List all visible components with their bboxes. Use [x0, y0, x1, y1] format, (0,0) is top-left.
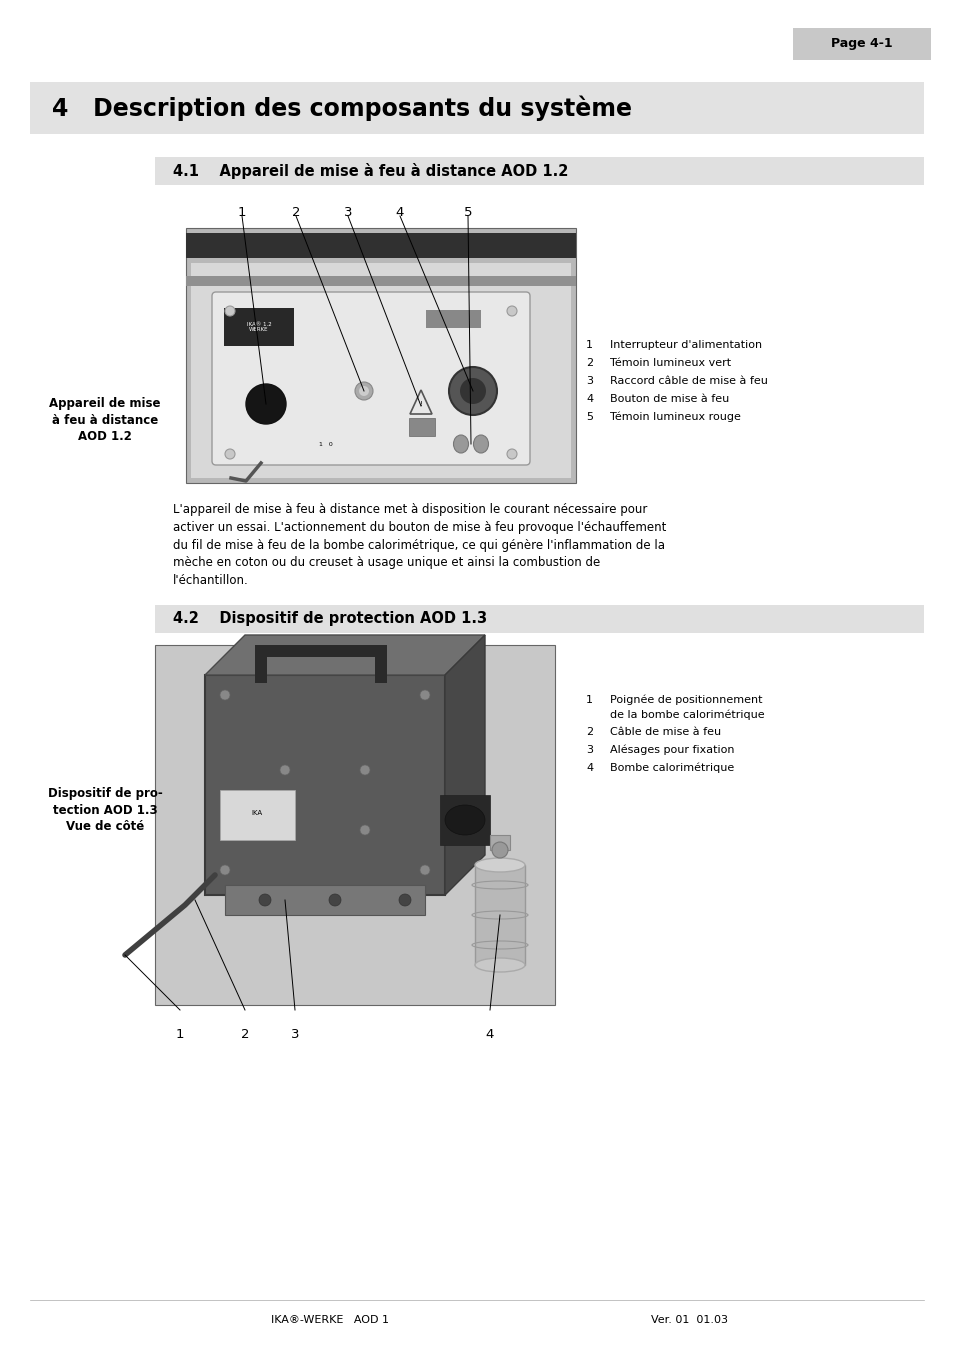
Bar — [254, 648, 267, 684]
Text: Appareil de mise
à feu à distance
AOD 1.2: Appareil de mise à feu à distance AOD 1.… — [50, 396, 161, 443]
Text: mèche en coton ou du creuset à usage unique et ainsi la combustion de: mèche en coton ou du creuset à usage uni… — [172, 557, 599, 569]
Text: Interrupteur d'alimentation: Interrupteur d'alimentation — [609, 340, 761, 350]
Polygon shape — [444, 635, 484, 894]
Text: 1: 1 — [175, 1028, 184, 1042]
Bar — [191, 263, 571, 478]
Circle shape — [359, 825, 370, 835]
Text: 3: 3 — [585, 376, 593, 386]
Bar — [224, 308, 294, 346]
Text: 4: 4 — [585, 394, 593, 404]
FancyBboxPatch shape — [212, 292, 530, 465]
Text: 4: 4 — [395, 207, 404, 219]
Text: 5: 5 — [463, 207, 472, 219]
Text: 4.1    Appareil de mise à feu à distance AOD 1.2: 4.1 Appareil de mise à feu à distance AO… — [172, 163, 568, 178]
Text: Raccord câble de mise à feu: Raccord câble de mise à feu — [609, 376, 767, 386]
Ellipse shape — [475, 958, 524, 971]
Bar — [409, 417, 435, 436]
Bar — [375, 648, 387, 684]
Text: Ver. 01  01.03: Ver. 01 01.03 — [651, 1315, 728, 1325]
Circle shape — [358, 386, 369, 396]
Text: 4: 4 — [485, 1028, 494, 1042]
Circle shape — [419, 865, 430, 875]
Circle shape — [280, 765, 290, 775]
Text: de la bombe calorimétrique: de la bombe calorimétrique — [609, 709, 763, 720]
Ellipse shape — [453, 435, 468, 453]
Bar — [475, 865, 524, 965]
Circle shape — [246, 384, 286, 424]
Ellipse shape — [475, 858, 524, 871]
Circle shape — [329, 894, 340, 907]
Polygon shape — [205, 635, 484, 676]
Circle shape — [359, 765, 370, 775]
Text: Alésages pour fixation: Alésages pour fixation — [609, 744, 734, 755]
Text: Témoin lumineux vert: Témoin lumineux vert — [609, 358, 730, 367]
Text: 2: 2 — [240, 1028, 249, 1042]
Text: 2: 2 — [292, 207, 300, 219]
Circle shape — [398, 894, 411, 907]
Text: Dispositif de pro-
tection AOD 1.3
Vue de côté: Dispositif de pro- tection AOD 1.3 Vue d… — [48, 786, 162, 834]
Text: !: ! — [419, 401, 422, 407]
Text: du fil de mise à feu de la bombe calorimétrique, ce qui génère l'inflammation de: du fil de mise à feu de la bombe calorim… — [172, 539, 664, 551]
Text: Page 4-1: Page 4-1 — [830, 38, 892, 50]
Bar — [30, 82, 923, 134]
Circle shape — [220, 865, 230, 875]
Circle shape — [355, 382, 373, 400]
Circle shape — [506, 305, 517, 316]
Bar — [154, 644, 555, 1005]
Text: 4: 4 — [585, 763, 593, 773]
Bar — [225, 885, 424, 915]
Text: IKA®-WERKE   AOD 1: IKA®-WERKE AOD 1 — [271, 1315, 389, 1325]
Circle shape — [419, 690, 430, 700]
Text: 2: 2 — [585, 727, 593, 738]
Circle shape — [220, 690, 230, 700]
Text: IKA: IKA — [252, 811, 262, 816]
Circle shape — [506, 449, 517, 459]
Circle shape — [449, 367, 497, 415]
Ellipse shape — [444, 805, 484, 835]
Circle shape — [225, 305, 234, 316]
Text: Témoin lumineux rouge: Témoin lumineux rouge — [609, 412, 740, 423]
Bar — [220, 790, 294, 840]
Text: 1: 1 — [585, 340, 593, 350]
Text: 4.2    Dispositif de protection AOD 1.3: 4.2 Dispositif de protection AOD 1.3 — [172, 612, 487, 627]
Bar — [186, 276, 576, 286]
Bar — [205, 676, 444, 894]
Circle shape — [459, 378, 485, 404]
Text: 2: 2 — [585, 358, 593, 367]
Text: 1: 1 — [585, 694, 593, 705]
Text: l'échantillon.: l'échantillon. — [172, 574, 249, 586]
Bar — [186, 228, 576, 484]
Bar — [439, 794, 490, 844]
Text: Bouton de mise à feu: Bouton de mise à feu — [609, 394, 728, 404]
Bar — [154, 605, 923, 634]
Text: Poignée de positionnement: Poignée de positionnement — [609, 694, 761, 705]
Text: Bombe calorimétrique: Bombe calorimétrique — [609, 763, 734, 773]
Text: 4   Description des composants du système: 4 Description des composants du système — [52, 96, 631, 120]
Text: IKA® 1.2
WERKE: IKA® 1.2 WERKE — [247, 322, 271, 332]
Circle shape — [258, 894, 271, 907]
Bar — [490, 835, 510, 850]
Bar — [426, 309, 480, 328]
Bar — [186, 232, 576, 258]
Circle shape — [492, 842, 507, 858]
Circle shape — [225, 449, 234, 459]
Text: Câble de mise à feu: Câble de mise à feu — [609, 727, 720, 738]
Bar — [254, 644, 387, 657]
Bar — [792, 28, 930, 59]
Text: 3: 3 — [585, 744, 593, 755]
Text: 3: 3 — [291, 1028, 299, 1042]
Text: 1: 1 — [237, 207, 246, 219]
Circle shape — [280, 825, 290, 835]
Text: 3: 3 — [343, 207, 352, 219]
Text: L'appareil de mise à feu à distance met à disposition le courant nécessaire pour: L'appareil de mise à feu à distance met … — [172, 504, 647, 516]
Ellipse shape — [473, 435, 488, 453]
Text: activer un essai. L'actionnement du bouton de mise à feu provoque l'échauffement: activer un essai. L'actionnement du bout… — [172, 521, 666, 534]
Text: 1   0: 1 0 — [319, 442, 333, 446]
Bar — [154, 157, 923, 185]
Text: 5: 5 — [585, 412, 593, 422]
